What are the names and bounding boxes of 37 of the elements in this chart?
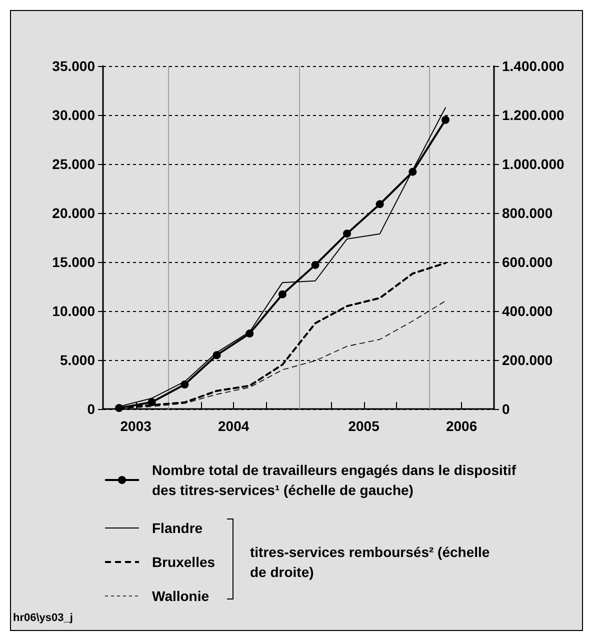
y-tick-label: 25.000	[52, 156, 96, 172]
point	[441, 116, 450, 124]
y-tick-label: 35.000	[52, 58, 96, 74]
legend-label: Nombre total de travailleurs engagés dans le dispositif des titres-services¹ (échelle de gauche)	[152, 461, 518, 500]
point	[408, 168, 417, 176]
y2-tick-label: 400.000	[502, 303, 553, 319]
point	[246, 330, 254, 338]
legend-label: Bruxelles	[152, 554, 216, 570]
y2-tick-label: 800.000	[502, 205, 553, 221]
y-tick-label: 5.000	[60, 352, 96, 368]
y2-tick-label: 600.000	[502, 254, 553, 270]
x-tick-label: 2006	[446, 418, 478, 434]
y-tick-label: 15.000	[52, 254, 96, 270]
x-tick-label: 2003	[120, 418, 152, 434]
y2-tick-label: 1.400.000	[502, 58, 564, 74]
point	[343, 230, 352, 238]
legend-label: Flandre	[152, 520, 203, 536]
point	[376, 200, 384, 208]
point	[278, 290, 286, 298]
x-tick-label: 2005	[348, 418, 380, 434]
legend-title: titres-services remboursés² (échelle de droite)	[250, 543, 490, 582]
y-tick-label: 10.000	[52, 303, 96, 319]
point	[212, 351, 221, 360]
point	[115, 404, 124, 412]
y-tick-label: 30.000	[52, 107, 96, 123]
y2-tick-label: 200.000	[502, 352, 553, 368]
y2-tick-label: 0	[502, 401, 510, 417]
y-tick-label: 20.000	[52, 205, 96, 221]
legend-label: Wallonie	[152, 588, 210, 604]
y-tick-label: 0	[87, 401, 96, 417]
y2-tick-label: 1.000.000	[502, 156, 564, 172]
point	[148, 398, 156, 406]
point	[311, 260, 320, 269]
point	[180, 380, 189, 388]
y2-tick-label: 1.200.000	[502, 107, 564, 123]
x-tick-label: 2004	[218, 418, 250, 434]
text: hr06\ys03_j	[13, 612, 73, 624]
